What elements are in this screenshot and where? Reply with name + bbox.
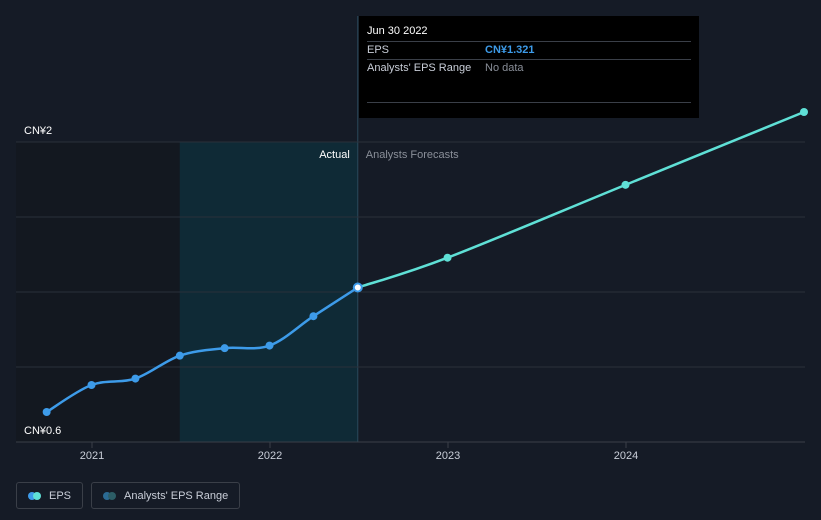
tooltip-eps-label: EPS [367, 44, 390, 56]
eps-point [265, 341, 274, 350]
chart-legend: EPS Analysts' EPS Range [16, 482, 241, 509]
x-tick-label: 2022 [258, 450, 282, 462]
eps-chart: CN¥2 CN¥0.6 Actual Analysts Forecasts 2021 20… [16, 16, 808, 462]
eps-point [175, 351, 184, 360]
forecast-line [357, 110, 805, 289]
eps-point [87, 381, 96, 389]
eps-point [309, 312, 318, 321]
x-tick-label: 2023 [436, 450, 460, 462]
y-bottom-label: CN¥0.6 [24, 425, 61, 437]
eps-highlight-point [352, 282, 363, 293]
legend-eps-label: EPS [49, 489, 72, 502]
x-tick-label: 2024 [614, 450, 638, 462]
tooltip-range-row: Analysts' EPS Range No data [367, 60, 691, 103]
x-tick-label: 2021 [80, 450, 104, 462]
legend-range-label: Analysts' EPS Range [124, 489, 229, 502]
eps-point [131, 374, 140, 383]
forecast-point [621, 180, 630, 189]
actual-region-label: Actual [319, 149, 350, 161]
tooltip-date: Jun 30 2022 [367, 16, 691, 42]
eps-legend-icon [28, 491, 42, 500]
eps-tooltip: Jun 30 2022 EPS CN¥1.321 Analysts' EPS R… [359, 16, 699, 118]
forecast-point [800, 108, 808, 116]
range-legend-icon [103, 491, 117, 500]
y-top-label: CN¥2 [24, 125, 52, 137]
tooltip-range-label: Analysts' EPS Range [367, 62, 472, 74]
legend-eps-toggle[interactable]: EPS [16, 482, 84, 509]
forecast-point [443, 253, 452, 262]
eps-point [220, 344, 229, 353]
legend-range-toggle[interactable]: Analysts' EPS Range [91, 482, 241, 509]
eps-point [42, 408, 51, 416]
tooltip-eps-value: CN¥1.321 [485, 44, 535, 56]
forecast-region-label: Analysts Forecasts [366, 149, 459, 161]
tooltip-eps-row: EPS CN¥1.321 [367, 42, 691, 60]
tooltip-range-value: No data [485, 62, 524, 74]
